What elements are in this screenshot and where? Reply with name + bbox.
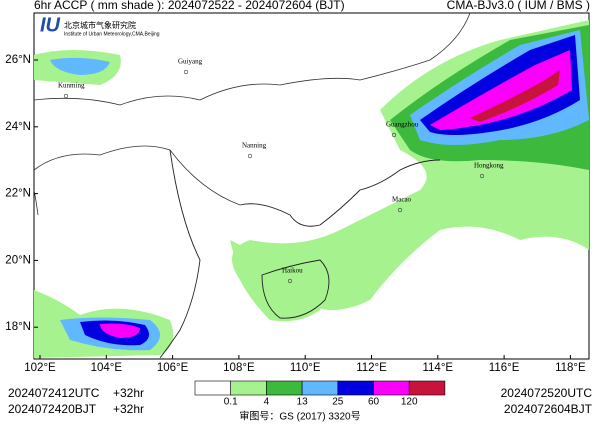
precip-shading: [34, 20, 589, 358]
city-label: Nanning: [242, 142, 267, 150]
colorbar-swatch: [373, 380, 410, 396]
lon-label: 106°E: [157, 362, 189, 374]
valid-bjt: 2024072604BJT: [504, 402, 593, 416]
map-title: 6hr ACCP ( mm shade ): 2024072522 - 2024…: [34, 0, 345, 12]
valid-utc: 2024072520UTC: [501, 386, 593, 400]
colorbar-label: 120: [401, 397, 418, 408]
colorbar-swatch: [266, 380, 303, 396]
colorbar-label: 13: [297, 397, 309, 408]
lat-label: 24°N: [5, 121, 31, 133]
lon-label: 114°E: [422, 362, 453, 374]
colorbar-swatch: [194, 380, 232, 396]
lat-label: 26°N: [5, 54, 31, 66]
city-label: Guangzhou: [386, 121, 419, 129]
colorbar-label: 0.1: [224, 397, 238, 408]
colorbar-swatch: [337, 380, 374, 396]
latitude-labels: 26°N 24°N 22°N 20°N 18°N: [5, 54, 38, 333]
city-marker: [391, 132, 397, 138]
model-label: CMA-BJv3.0 ( IUM / BMS ): [447, 0, 590, 12]
city-label: Kunming: [58, 82, 85, 90]
colorbar-label: 25: [332, 397, 344, 408]
approval-number: 审图号：GS (2017) 3320号: [239, 410, 360, 423]
lat-label: 22°N: [5, 188, 31, 200]
lon-label: 104°E: [91, 362, 123, 374]
lon-label: 108°E: [223, 362, 255, 374]
city-label: Hongkong: [474, 162, 504, 170]
lon-label: 112°E: [356, 362, 387, 374]
logo: IU 北京城市气象研究院 Institute of Urban Meteorol…: [40, 14, 160, 37]
map-area: [33, 12, 590, 360]
colorbar-swatch: [301, 380, 339, 396]
longitude-labels: 102°E 104°E 106°E 108°E 110°E 112°E 114°E 116°E…: [24, 355, 586, 374]
city-label: Haikou: [282, 267, 303, 275]
lon-label: 116°E: [489, 362, 520, 374]
init-bjt: 2024072420BJT: [8, 402, 97, 416]
lon-label: 102°E: [24, 362, 56, 374]
city-marker: [63, 93, 69, 99]
colorbar-swatch: [230, 380, 267, 396]
lon-label: 118°E: [555, 362, 586, 374]
logo-name: 北京城市气象研究院: [64, 20, 136, 30]
city-label: Macao: [392, 196, 412, 204]
colorbar-label: 4: [264, 397, 270, 408]
logo-mark: IU: [40, 14, 61, 36]
colorbar: 0.1 4 13 25 60 120: [194, 380, 446, 408]
lat-label: 20°N: [5, 254, 31, 266]
city-marker: [183, 69, 189, 75]
init-utc: 2024072412UTC: [8, 386, 100, 400]
city-marker: [247, 153, 253, 159]
city-label: Guiyang: [178, 58, 203, 66]
lead-time: +32hr: [113, 402, 144, 416]
city-labels: Guiyang Kunming Nanning Guangzhou Hongkong Ma…: [58, 58, 504, 284]
city-marker: [397, 207, 403, 213]
lon-label: 110°E: [290, 362, 321, 374]
city-marker: [479, 173, 485, 179]
city-marker: [287, 278, 293, 284]
logo-subtitle: Institute of Urban Meteorology,CMA,Beiji…: [64, 31, 160, 37]
colorbar-swatch: [408, 380, 446, 396]
lat-label: 18°N: [5, 321, 31, 333]
lead-time: +32hr: [113, 386, 144, 400]
colorbar-label: 60: [368, 397, 380, 408]
